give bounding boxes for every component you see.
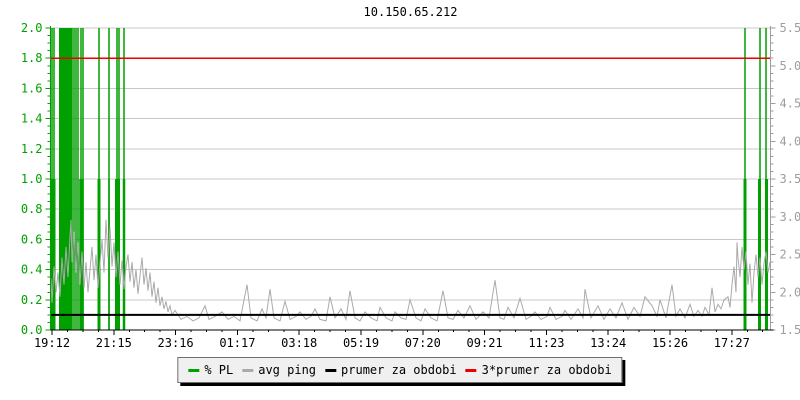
threshold-lines bbox=[50, 57, 771, 316]
svg-text:2.5: 2.5 bbox=[780, 248, 800, 262]
svg-text:1.2: 1.2 bbox=[21, 142, 43, 156]
svg-text:15:26: 15:26 bbox=[652, 336, 688, 350]
legend: % PL avg ping prumer za obdobi 3*prumer … bbox=[177, 357, 623, 383]
legend-item-avg-ping: avg ping bbox=[242, 363, 316, 377]
black-dash-icon bbox=[325, 368, 337, 372]
svg-text:3.5: 3.5 bbox=[780, 172, 800, 186]
x-axis-labels: 19:12 21:15 23:16 01:17 03:18 05:19 07:20 09:21… bbox=[34, 336, 750, 350]
x-axis bbox=[50, 329, 774, 335]
svg-text:4.5: 4.5 bbox=[780, 97, 800, 111]
svg-text:21:15: 21:15 bbox=[96, 336, 132, 350]
svg-text:2.0: 2.0 bbox=[21, 21, 43, 35]
svg-text:09:21: 09:21 bbox=[467, 336, 503, 350]
svg-text:2.0: 2.0 bbox=[780, 285, 800, 299]
right-axis bbox=[770, 26, 776, 331]
svg-text:17:27: 17:27 bbox=[714, 336, 750, 350]
legend-label-period-avg: prumer za obdobi bbox=[341, 363, 457, 377]
svg-text:01:17: 01:17 bbox=[219, 336, 255, 350]
gray-dash-icon bbox=[242, 368, 254, 372]
svg-text:0.6: 0.6 bbox=[21, 232, 43, 246]
svg-text:0.8: 0.8 bbox=[21, 202, 43, 216]
svg-text:0.4: 0.4 bbox=[21, 263, 43, 277]
svg-text:05:19: 05:19 bbox=[343, 336, 379, 350]
legend-label-avg-ping: avg ping bbox=[258, 363, 317, 377]
svg-text:1.8: 1.8 bbox=[21, 51, 43, 65]
svg-text:13:24: 13:24 bbox=[590, 336, 626, 350]
svg-text:1.4: 1.4 bbox=[21, 112, 43, 126]
svg-text:03:18: 03:18 bbox=[281, 336, 317, 350]
svg-text:1.0: 1.0 bbox=[21, 172, 43, 186]
svg-text:5.0: 5.0 bbox=[780, 59, 800, 73]
avg-ping-line bbox=[50, 219, 771, 322]
svg-text:1.5: 1.5 bbox=[780, 323, 800, 337]
svg-text:1.6: 1.6 bbox=[21, 81, 43, 95]
svg-text:19:12: 19:12 bbox=[34, 336, 70, 350]
left-axis bbox=[45, 26, 51, 331]
legend-item-period-avg: prumer za obdobi bbox=[325, 363, 457, 377]
legend-item-3x-period-avg: 3*prumer za obdobi bbox=[465, 363, 612, 377]
right-axis-labels: 1.5 2.0 2.5 3.0 3.5 4.0 4.5 5.0 5.5 bbox=[780, 21, 800, 337]
svg-text:23:16: 23:16 bbox=[158, 336, 194, 350]
svg-text:3.0: 3.0 bbox=[780, 210, 800, 224]
svg-text:0.0: 0.0 bbox=[21, 323, 43, 337]
legend-item-pl: % PL bbox=[188, 363, 233, 377]
graph-title: 10.150.65.212 bbox=[363, 5, 458, 19]
legend-label-pl: % PL bbox=[204, 363, 234, 377]
y-gridlines bbox=[50, 27, 771, 301]
svg-text:07:20: 07:20 bbox=[405, 336, 441, 350]
left-axis-labels: 0.0 0.2 0.4 0.6 0.8 1.0 1.2 1.4 1.6 1.8 2.0 bbox=[21, 21, 43, 337]
red-dash-icon bbox=[465, 368, 477, 372]
legend-label-3x-period-avg: 3*prumer za obdobi bbox=[481, 363, 612, 377]
svg-text:5.5: 5.5 bbox=[780, 21, 800, 35]
svg-text:4.0: 4.0 bbox=[780, 134, 800, 148]
green-dash-icon bbox=[188, 368, 200, 372]
svg-text:11:23: 11:23 bbox=[528, 336, 564, 350]
svg-text:0.2: 0.2 bbox=[21, 293, 43, 307]
